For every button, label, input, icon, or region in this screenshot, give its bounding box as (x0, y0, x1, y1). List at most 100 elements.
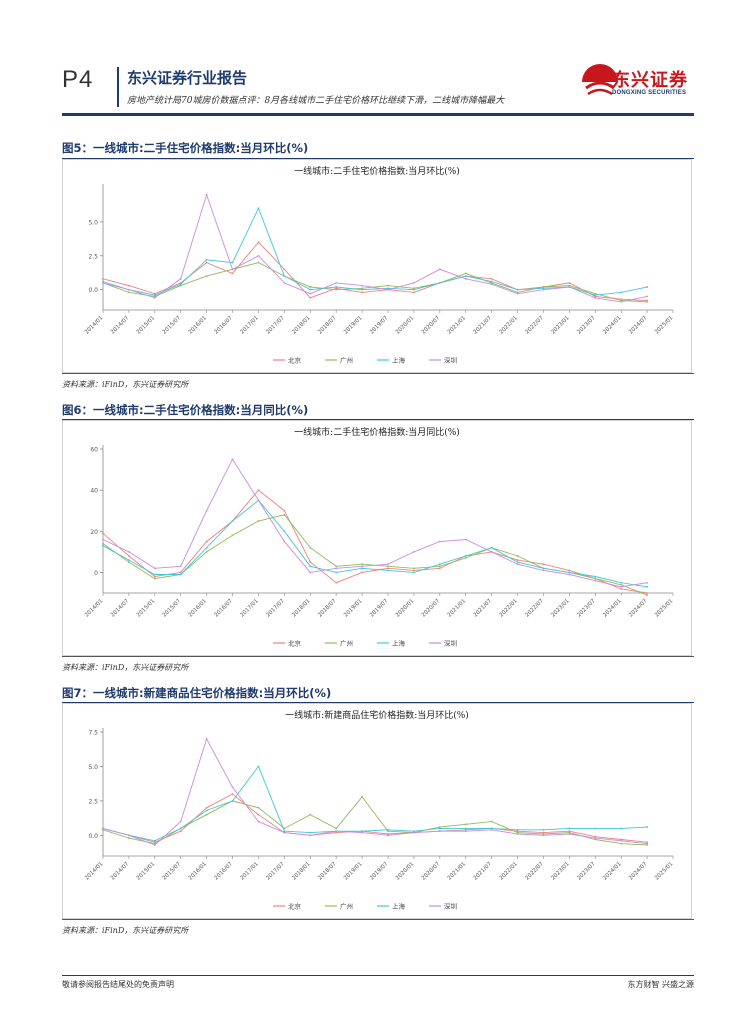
x-tick-label: 2015/01 (136, 861, 156, 881)
data-point (620, 838, 623, 841)
data-point (283, 530, 286, 533)
x-tick-label: 2016/07 (214, 598, 235, 619)
data-point (335, 287, 338, 290)
data-point (438, 281, 441, 284)
data-point (464, 557, 467, 559)
data-point (335, 567, 338, 570)
chart-7-container: 一线城市:新建商品住宅价格指数:当月环比(%) 0.0 2.5 5.0 7.5 2014/… (62, 703, 692, 919)
data-point (620, 299, 623, 302)
legend-label: 广州 (340, 902, 353, 911)
data-point (335, 571, 338, 574)
figure-7-source: 资料来源：iFinD，东兴证券研究所 (62, 926, 189, 935)
data-point (231, 534, 234, 537)
x-tick-label: 2015/07 (162, 315, 183, 336)
x-tick-label: 2016/01 (188, 861, 208, 881)
chart-7-svg: 一线城市:新建商品住宅价格指数:当月环比(%) 0.0 2.5 5.0 7.5 2014/… (84, 709, 674, 911)
data-point (335, 565, 338, 568)
figure-5-title: 图5：一线城市:二手住宅价格指数:当月环比(%) (62, 141, 309, 155)
y-tick-label: 2.5 (88, 798, 98, 805)
data-point (102, 542, 104, 545)
data-point (594, 295, 597, 298)
data-point (438, 540, 441, 543)
data-point (179, 820, 182, 823)
data-point (205, 550, 208, 553)
data-point (594, 827, 597, 830)
data-point (257, 813, 260, 816)
data-point (413, 288, 415, 291)
data-point (516, 828, 519, 831)
data-point (102, 538, 104, 541)
legend-label: 上海 (392, 356, 406, 365)
data-point (490, 546, 493, 549)
data-point (516, 291, 519, 294)
legend-label: 北京 (288, 356, 302, 365)
data-point (179, 283, 182, 286)
data-point (568, 286, 571, 288)
data-point (646, 844, 648, 846)
x-tick-label: 2014/07 (110, 861, 131, 882)
data-point (438, 567, 441, 570)
legend-label: 深圳 (444, 356, 457, 365)
data-point (438, 563, 441, 566)
x-tick-label: 2017/01 (239, 598, 259, 618)
data-point (153, 292, 156, 295)
data-point (128, 561, 130, 564)
x-tick-label: 2016/07 (214, 315, 235, 336)
x-tick-label: 2018/01 (291, 598, 311, 618)
data-point (568, 281, 571, 284)
x-tick-label: 2017/01 (239, 315, 259, 335)
x-tick-label: 2021/01 (447, 315, 467, 335)
x-tick-label: 2020/01 (395, 861, 415, 881)
x-tick-label: 2021/07 (473, 861, 494, 882)
company-logo-icon (582, 64, 618, 96)
data-point (283, 268, 286, 271)
data-point (128, 834, 130, 837)
data-point (205, 275, 208, 278)
data-point (309, 831, 312, 834)
y-tick-label: 5.0 (88, 219, 98, 226)
data-point (387, 565, 389, 568)
x-tick-label: 2018/07 (317, 315, 338, 336)
data-point (205, 261, 208, 264)
data-point (153, 575, 156, 578)
x-tick-label: 2017/07 (265, 861, 286, 882)
logo-text-cn: 东兴证券 (612, 70, 688, 91)
data-point (646, 581, 648, 584)
x-tick-label: 2022/01 (499, 598, 519, 618)
data-point (387, 830, 389, 833)
x-tick-label: 2018/01 (291, 315, 311, 335)
logo-text-en: DONGXING SECURITIES (612, 90, 687, 96)
x-tick-label: 2025/01 (654, 315, 674, 335)
data-point (231, 268, 234, 271)
data-point (620, 842, 623, 845)
data-point (387, 569, 389, 572)
data-point (490, 277, 493, 280)
data-point (490, 281, 493, 284)
x-tick-label: 2021/01 (447, 861, 467, 881)
data-point (205, 546, 208, 549)
data-point (231, 799, 234, 802)
data-point (335, 581, 338, 584)
x-tick-label: 2019/01 (343, 598, 363, 618)
data-point (283, 281, 286, 284)
data-point (257, 241, 260, 244)
data-point (361, 830, 363, 833)
data-point (309, 292, 312, 295)
data-point (594, 838, 597, 841)
data-point (283, 830, 286, 833)
data-point (283, 513, 286, 516)
data-point (309, 296, 312, 299)
data-point (490, 827, 493, 830)
data-point (413, 567, 415, 570)
series-line-1 (102, 796, 648, 846)
data-point (205, 809, 208, 812)
x-tick-label: 2020/07 (421, 315, 442, 336)
series-line-0 (102, 793, 648, 843)
footer-disclaimer: 敬请参阅报告结尾处的免责声明 (62, 980, 174, 989)
data-point (231, 272, 234, 275)
data-point (102, 828, 104, 831)
data-point (361, 563, 363, 566)
figure-5-source: 资料来源：iFinD，东兴证券研究所 (62, 380, 189, 389)
data-point (153, 839, 156, 842)
data-point (594, 577, 597, 580)
